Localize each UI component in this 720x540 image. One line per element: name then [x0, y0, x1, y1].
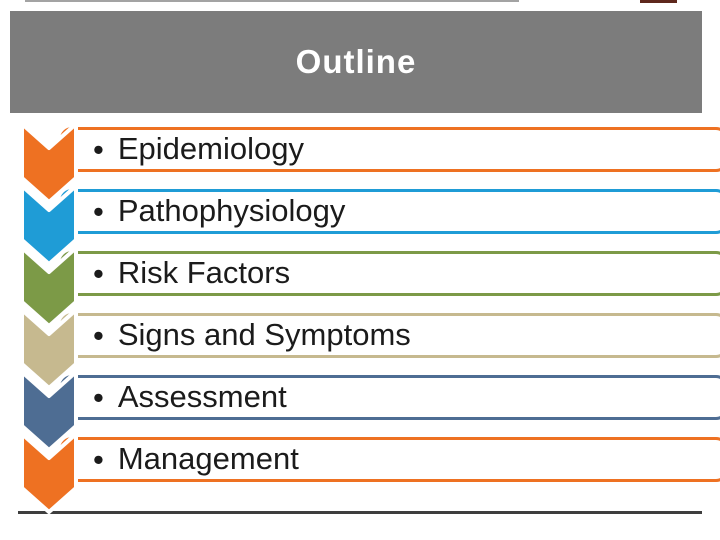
- list-item-box: • Management: [60, 437, 720, 482]
- bullet-icon: •: [93, 132, 104, 167]
- list-item: • Management: [0, 432, 720, 514]
- list-item-label: Management: [117, 441, 299, 476]
- bullet-icon: •: [93, 194, 104, 229]
- list-item-box: • Risk Factors: [60, 251, 720, 296]
- list-item-box: • Epidemiology: [60, 127, 720, 172]
- list-item: • Pathophysiology: [0, 184, 720, 266]
- chevron-down-icon: [20, 370, 78, 452]
- bullet-icon: •: [93, 442, 104, 477]
- list-item-label: Epidemiology: [117, 131, 304, 166]
- list-item: • Signs and Symptoms: [0, 308, 720, 390]
- bullet-icon: •: [93, 380, 104, 415]
- list-item-label: Assessment: [117, 379, 287, 414]
- bullet-icon: •: [93, 318, 104, 353]
- bottom-divider-line: [18, 511, 702, 514]
- chevron-down-icon: [20, 308, 78, 390]
- chevron-down-icon: [20, 246, 78, 328]
- list-item-box: • Signs and Symptoms: [60, 313, 720, 358]
- page-title: Outline: [295, 43, 417, 80]
- slide-title-bar: Outline: [10, 11, 702, 113]
- list-item-label: Pathophysiology: [117, 193, 346, 228]
- chevron-down-icon: [20, 432, 78, 514]
- top-edge-artifact-right: [640, 0, 677, 3]
- chevron-down-icon: [20, 122, 78, 204]
- chevron-down-icon: [20, 184, 78, 266]
- list-item-box: • Pathophysiology: [60, 189, 720, 234]
- list-item: • Risk Factors: [0, 246, 720, 328]
- bullet-icon: •: [93, 256, 104, 291]
- top-edge-artifact: [25, 0, 519, 2]
- list-item: • Assessment: [0, 370, 720, 452]
- list-item-label: Risk Factors: [117, 255, 291, 290]
- list-item-box: • Assessment: [60, 375, 720, 420]
- list-item-label: Signs and Symptoms: [117, 317, 411, 352]
- list-item: • Epidemiology: [0, 122, 720, 204]
